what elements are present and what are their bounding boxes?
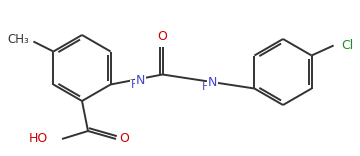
Text: H: H [130, 80, 139, 90]
Text: CH₃: CH₃ [8, 33, 30, 46]
Text: N: N [136, 74, 145, 87]
Text: Cl: Cl [342, 39, 354, 52]
Text: HO: HO [29, 132, 48, 146]
Text: N: N [208, 76, 217, 89]
Text: O: O [119, 132, 129, 146]
Text: O: O [158, 30, 167, 43]
Text: H: H [202, 83, 211, 93]
